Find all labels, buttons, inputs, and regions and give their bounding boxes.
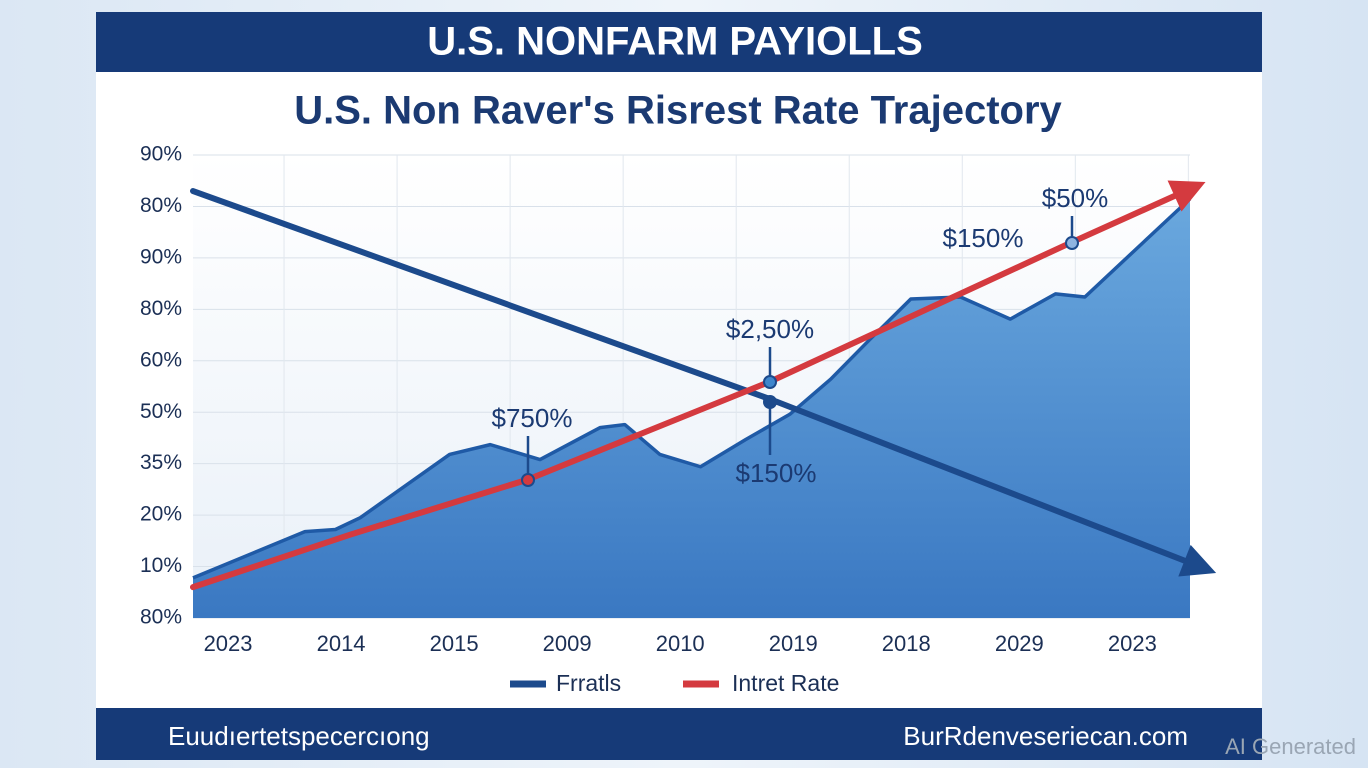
legend-label: Intret Rate — [732, 670, 839, 696]
annotation-point — [521, 473, 535, 487]
x-tick-label: 2018 — [882, 631, 931, 656]
annotation: $150% — [943, 223, 1024, 253]
x-tick-label: 2019 — [769, 631, 818, 656]
y-tick-label: 90% — [140, 245, 182, 268]
area-edge — [192, 197, 1192, 580]
y-tick-label: 80% — [140, 297, 182, 320]
x-tick-label: 2015 — [430, 631, 479, 656]
annotation-point — [1065, 236, 1079, 250]
footer-left: Euudıertetspecercıong — [168, 721, 430, 751]
y-tick-label: 20% — [140, 503, 182, 526]
x-tick-label: 2010 — [656, 631, 705, 656]
y-tick-label: 35% — [140, 451, 182, 474]
annotation: $150% — [736, 458, 817, 488]
footer-band — [96, 708, 1262, 760]
arrow-head — [1178, 544, 1217, 577]
annotation: $2,50% — [726, 314, 814, 344]
header: U.S. NONFARM PAYIOLLS — [427, 20, 923, 64]
x-tick-label: 2029 — [995, 631, 1044, 656]
arrow-head — [1167, 180, 1206, 212]
y-tick-label: 60% — [140, 348, 182, 371]
y-tick-label: 90% — [140, 143, 182, 166]
annotation-point — [763, 395, 777, 409]
footer-right: BurRdenveseriecan.com — [903, 721, 1188, 751]
legend-label: Frratls — [556, 670, 621, 696]
x-tick-label: 2014 — [317, 631, 366, 656]
y-tick-label: 80% — [140, 606, 182, 629]
watermark: AI Generated — [1225, 734, 1356, 759]
x-tick-label: 2023 — [204, 631, 253, 656]
line — [190, 188, 1189, 591]
annotation: $750% — [492, 403, 573, 433]
y-tick-label: 50% — [140, 400, 182, 423]
x-tick-label: 2023 — [1108, 631, 1157, 656]
chart-title: U.S. Non Raver's Risrest Rate Trajectory — [294, 89, 1062, 133]
y-tick-label: 80% — [140, 194, 182, 217]
header-band — [96, 12, 1262, 72]
y-tick-label: 10% — [140, 554, 182, 577]
annotation: $50% — [1042, 183, 1109, 213]
annotation-point — [763, 375, 777, 389]
x-tick-label: 2009 — [543, 631, 592, 656]
